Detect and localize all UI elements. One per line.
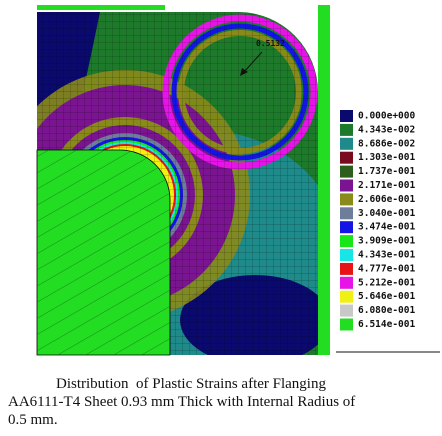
legend-label: 1.303e-001 [358, 152, 415, 163]
legend-label: 3.040e-001 [358, 208, 415, 219]
annotation-arrow [243, 51, 263, 73]
legend-swatch [340, 137, 353, 150]
legend-swatch [340, 249, 353, 261]
caption-line: 0.5 mm. [8, 412, 58, 428]
legend-label: 4.777e-001 [358, 263, 415, 274]
legend-swatch [340, 193, 353, 206]
legend-swatch [340, 304, 353, 317]
caption-line: AA6111-T4 Sheet 0.93 mm Thick with Inter… [8, 394, 356, 410]
legend-label: 4.343e-001 [358, 250, 415, 261]
legend-label: 3.909e-001 [358, 236, 415, 247]
legend-label: 6.080e-001 [358, 305, 415, 316]
arrow-head [240, 68, 248, 76]
caption-line: Distribution of Plastic Strains after Fl… [56, 376, 326, 392]
legend-swatch [340, 110, 353, 122]
legend-swatch [340, 235, 353, 248]
legend-swatch [340, 151, 353, 164]
top-bar [37, 5, 165, 10]
legend-label: 3.474e-001 [358, 222, 415, 233]
legend-label: 2.606e-001 [358, 194, 415, 205]
legend-label: 8.686e-002 [358, 138, 415, 149]
legend-label: 1.737e-001 [358, 166, 415, 177]
legend-label: 6.514e-001 [358, 319, 415, 330]
legend-swatch [340, 123, 353, 136]
legend-swatch [340, 207, 353, 220]
legend-label: 5.646e-001 [358, 291, 415, 302]
legend-label: 2.171e-001 [358, 180, 415, 191]
side-bar [318, 5, 330, 355]
tool-hatch [37, 150, 170, 355]
legend-label: 0.000e+000 [358, 111, 415, 122]
annotation: 0.5132 [256, 39, 285, 48]
legend-label: 5.212e-001 [358, 277, 415, 288]
legend-swatch [340, 318, 353, 331]
legend-swatch [340, 221, 353, 234]
legend-label: 4.343e-002 [358, 124, 415, 135]
legend: 0.000e+000 4.343e-002 8.686e-002 1.303e-001… [340, 110, 415, 331]
figure: 0.5132 0.000e+000 4.343e-002 8.686e-002 1.3… [36, 5, 440, 356]
legend-swatch [340, 179, 353, 192]
legend-swatch [340, 290, 353, 303]
legend-swatch [340, 165, 353, 178]
legend-swatch [340, 262, 353, 275]
legend-swatch [340, 276, 353, 289]
